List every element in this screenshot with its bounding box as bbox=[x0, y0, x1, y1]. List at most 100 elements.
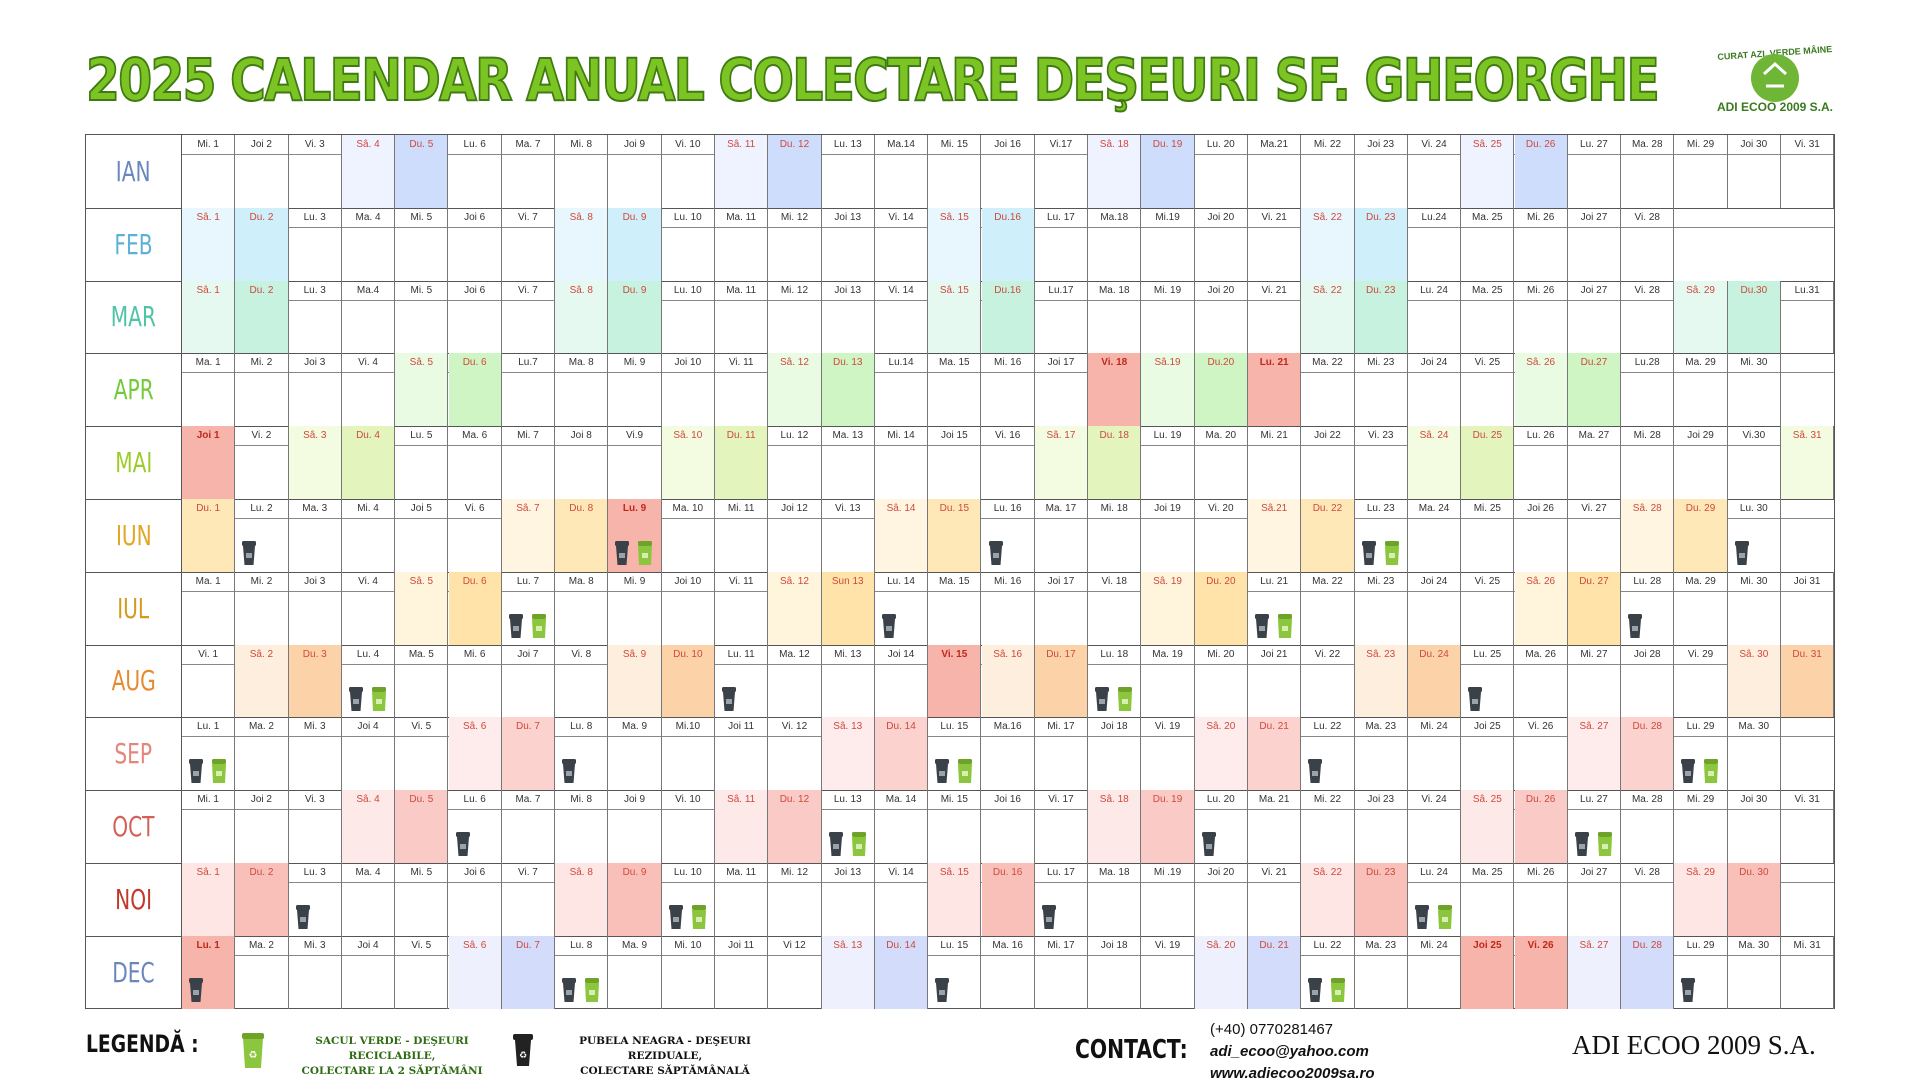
day-cell: Ma. 1 bbox=[182, 571, 236, 645]
day-label: Mi.19 bbox=[1155, 211, 1180, 223]
day-label: Mi. 1 bbox=[197, 794, 219, 806]
legend-black-line-2: COLECTARE SĂPTĂMÂNALĂ bbox=[580, 1065, 750, 1077]
day-cell: Du. 12 bbox=[768, 135, 822, 208]
green-bag-icon bbox=[850, 831, 868, 857]
day-label: Du. 2 bbox=[249, 284, 274, 296]
day-cell: Mi. 4 bbox=[342, 499, 396, 572]
day-label: Sâ. 8 bbox=[569, 284, 593, 296]
day-cell: Du. 14 bbox=[874, 935, 929, 1009]
day-cell: Joi 18 bbox=[1088, 717, 1142, 791]
day-cell: Sâ. 23 bbox=[1354, 644, 1408, 718]
day-cell: Mi. 23 bbox=[1355, 353, 1408, 427]
month-label-oct: OCT bbox=[86, 790, 182, 863]
black-bin-icon bbox=[561, 977, 577, 1003]
day-label: Sâ. 25 bbox=[1472, 794, 1502, 806]
day-cell: Ma. 12 bbox=[768, 644, 822, 718]
day-label: Ma. 22 bbox=[1312, 357, 1343, 369]
day-cell: Ma. 28 bbox=[1621, 790, 1675, 863]
day-cell: Joi 3 bbox=[289, 353, 342, 427]
day-cell: Ma. 10 bbox=[662, 499, 715, 572]
day-cell: Du.30 bbox=[1727, 280, 1781, 354]
day-cell: Lu. 1 bbox=[182, 935, 236, 1009]
day-cell: Du. 22 bbox=[1301, 499, 1355, 572]
day-cell: Ma.14 bbox=[875, 135, 929, 208]
day-cell: Vi. 22 bbox=[1301, 644, 1355, 718]
day-cell: Ma. 21 bbox=[1248, 790, 1302, 863]
day-header-divider bbox=[182, 372, 1834, 374]
day-cell: Vi.30 bbox=[1728, 426, 1781, 499]
day-cell: Vi. 14 bbox=[875, 863, 929, 936]
black-bin-icon bbox=[1680, 977, 1696, 1003]
day-cell: Du. 24 bbox=[1407, 644, 1462, 718]
green-bag-icon: ♻ bbox=[242, 1033, 264, 1068]
day-label: Mi. 8 bbox=[570, 139, 593, 150]
day-label: Lu. 11 bbox=[727, 648, 755, 660]
day-label: Ma. 8 bbox=[568, 575, 594, 587]
day-cell: Vi. 29 bbox=[1674, 644, 1728, 718]
day-label: Joi 13 bbox=[834, 211, 862, 223]
day-label: Ma.14 bbox=[887, 139, 915, 150]
day-label: Joi 20 bbox=[1207, 867, 1235, 878]
day-cell: Mi.19 bbox=[1141, 207, 1195, 281]
day-label: Vi. 15 bbox=[941, 648, 968, 660]
day-cell: Du. 7 bbox=[501, 935, 556, 1009]
day-label: Joi 5 bbox=[410, 503, 432, 514]
day-label: Sâ. 23 bbox=[1366, 648, 1396, 660]
day-cell: Lu. 5 bbox=[395, 426, 449, 499]
day-label: Mi. 19 bbox=[1153, 284, 1182, 296]
day-cell: Ma. 24 bbox=[1408, 499, 1462, 572]
day-cell: Lu. 6 bbox=[449, 790, 502, 863]
month-label-aug: AUG bbox=[86, 644, 182, 718]
day-cell: Ma.21 bbox=[1248, 135, 1302, 208]
day-cell: Ma. 26 bbox=[1515, 644, 1568, 718]
day-cell: Lu. 20 bbox=[1195, 790, 1248, 863]
day-cell: Lu. 15 bbox=[928, 935, 982, 1009]
day-cell: Vi. 25 bbox=[1461, 353, 1515, 427]
contact-website[interactable]: www.adiecoo2009sa.ro bbox=[1210, 1065, 1375, 1082]
green-bag-icon bbox=[530, 613, 548, 639]
day-cell: Lu.17 bbox=[1035, 280, 1089, 354]
day-cell: Du. 8 bbox=[555, 499, 609, 572]
day-label: Vi. 18 bbox=[1101, 357, 1128, 369]
day-label: Vi. 21 bbox=[1261, 867, 1287, 878]
day-label: Ma. 25 bbox=[1472, 284, 1503, 296]
day-label: Du. 30 bbox=[1739, 867, 1769, 878]
day-label: Joi 10 bbox=[674, 357, 702, 369]
day-cell: Joi 26 bbox=[1515, 499, 1568, 572]
day-label: Joi 20 bbox=[1207, 211, 1235, 223]
day-cell: Mi. 8 bbox=[555, 135, 609, 208]
day-label: Ma.4 bbox=[356, 284, 380, 296]
day-label: Lu. 18 bbox=[1100, 648, 1129, 660]
day-cell: Mi. 1 bbox=[182, 135, 236, 208]
day-cell: Du. 26 bbox=[1514, 790, 1568, 863]
recycle-globe-icon bbox=[1751, 54, 1799, 102]
day-cell: Sâ. 22 bbox=[1301, 863, 1355, 936]
day-cell: Sâ. 27 bbox=[1567, 935, 1622, 1009]
day-label: Ma. 7 bbox=[515, 139, 541, 150]
day-cell: Sâ. 15 bbox=[928, 863, 982, 936]
day-cell: Du. 2 bbox=[235, 863, 289, 936]
day-cell: Lu. 15 bbox=[928, 717, 982, 791]
day-label: Du. 26 bbox=[1525, 794, 1556, 806]
day-label: Du. 14 bbox=[886, 721, 916, 733]
day-cell: Mi. 2 bbox=[235, 571, 289, 645]
day-cell: Ma. 15 bbox=[928, 353, 982, 427]
day-cell: Du. 19 bbox=[1141, 135, 1195, 208]
day-label: Lu. 24 bbox=[1420, 284, 1448, 296]
day-label: Ma. 29 bbox=[1685, 357, 1716, 369]
day-cell: Joi 2 bbox=[235, 790, 289, 863]
day-label: Du. 24 bbox=[1419, 648, 1449, 660]
day-label: Joi 18 bbox=[1100, 721, 1128, 733]
day-cell: Sâ. 26 bbox=[1514, 571, 1568, 645]
day-label: Lu.28 bbox=[1634, 357, 1660, 369]
day-cell: Joi 22 bbox=[1301, 426, 1355, 499]
day-cell: Vi. 19 bbox=[1141, 717, 1195, 791]
contact-email[interactable]: adi_ecoo@yahoo.com bbox=[1210, 1043, 1369, 1060]
day-label: Ma. 9 bbox=[622, 939, 648, 951]
green-bag-icon bbox=[636, 540, 654, 566]
day-label: Ma. 24 bbox=[1418, 503, 1450, 514]
day-label: Lu. 7 bbox=[516, 575, 540, 587]
day-cell: Vi. 13 bbox=[822, 499, 875, 572]
day-label: Lu. 10 bbox=[673, 284, 702, 296]
day-label: Joi 4 bbox=[357, 939, 379, 951]
